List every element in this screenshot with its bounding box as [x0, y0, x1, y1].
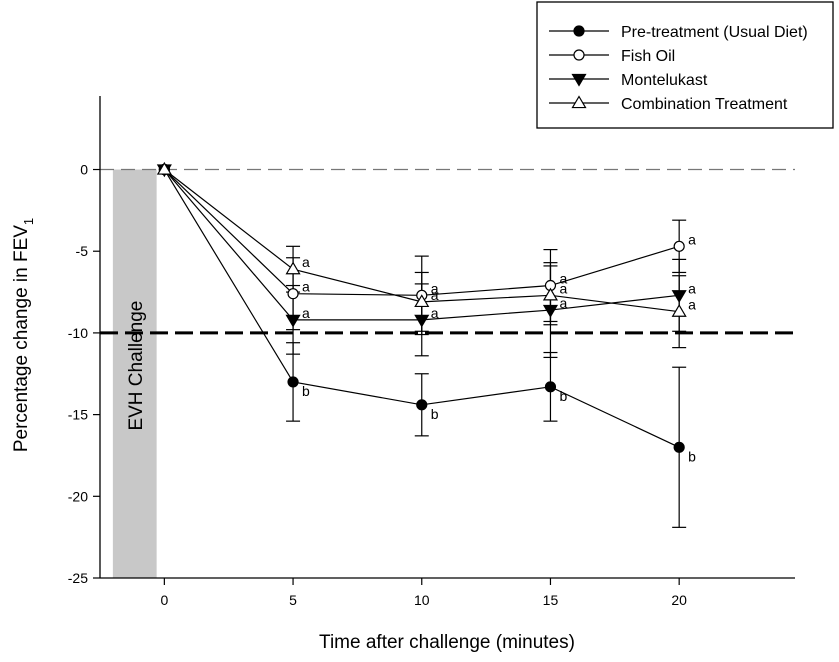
significance-letter-montelukast: a: [431, 305, 439, 321]
data-point-montelukast: [414, 314, 430, 328]
significance-letter-combination-treatment: a: [431, 287, 439, 303]
data-point-fish-oil: [673, 240, 685, 252]
significance-letter-montelukast: a: [302, 305, 310, 321]
x-axis-label: Time after challenge (minutes): [319, 632, 575, 653]
significance-letter-pre-treatment-usual-diet: b: [431, 406, 439, 422]
legend-label-montelukast: Montelukast: [621, 72, 708, 89]
data-point-combination-treatment: [285, 261, 301, 275]
x-tick-label: 10: [414, 592, 430, 608]
data-point-montelukast: [542, 304, 559, 318]
significance-letter-fish-oil: a: [431, 280, 439, 296]
significance-letter-pre-treatment-usual-diet: b: [559, 388, 567, 404]
data-point-combination-treatment: [414, 294, 430, 308]
y-tick-label: -15: [68, 407, 88, 423]
y-tick-label: -5: [76, 243, 89, 259]
significance-letter-pre-treatment-usual-diet: b: [302, 383, 310, 399]
significance-letter-fish-oil: a: [688, 231, 696, 247]
significance-letter-fish-oil: a: [302, 279, 310, 295]
significance-letter-montelukast: a: [688, 280, 696, 296]
y-tick-label: -25: [68, 570, 88, 586]
legend-marker-fish-oil: [573, 49, 585, 61]
evh-challenge-label: EVH Challenge: [126, 301, 147, 431]
data-point-combination-treatment: [671, 303, 687, 317]
y-tick-label: -10: [68, 325, 88, 341]
y-axis-label-main: Percentage change in FEV: [11, 225, 32, 452]
legend-box: [536, 1, 834, 129]
y-axis-label: Percentage change in FEV1: [11, 218, 36, 452]
data-point-combination-treatment: [156, 161, 172, 175]
data-point-pre-treatment-usual-diet: [287, 376, 299, 388]
legend-label-combination-treatment: Combination Treatment: [621, 96, 788, 113]
evh-challenge-band: [112, 169, 157, 578]
legend-label-fish-oil: Fish Oil: [621, 48, 675, 65]
y-tick-label: -20: [68, 488, 88, 504]
x-tick-label: 15: [543, 592, 559, 608]
significance-letter-combination-treatment: a: [559, 280, 567, 296]
significance-letter-montelukast: a: [559, 295, 567, 311]
x-tick-label: 20: [671, 592, 687, 608]
significance-letter-fish-oil: a: [559, 271, 567, 287]
x-tick-label: 0: [160, 592, 168, 608]
legend-label-pre-treatment-usual-diet: Pre-treatment (Usual Diet): [621, 24, 808, 41]
x-tick-label: 5: [289, 592, 297, 608]
y-tick-label: 0: [80, 162, 88, 178]
data-point-montelukast: [671, 290, 687, 304]
data-point-pre-treatment-usual-diet: [673, 441, 685, 453]
data-point-pre-treatment-usual-diet: [544, 381, 557, 393]
legend-marker-montelukast: [571, 73, 587, 87]
data-point-combination-treatment: [542, 287, 559, 301]
y-axis-label-subscript: 1: [21, 218, 36, 225]
significance-letter-combination-treatment: a: [302, 254, 310, 270]
data-point-montelukast: [285, 314, 301, 328]
data-point-fish-oil: [287, 288, 299, 300]
significance-letter-pre-treatment-usual-diet: b: [688, 448, 696, 464]
significance-letter-combination-treatment: a: [688, 297, 696, 313]
data-point-pre-treatment-usual-diet: [416, 399, 428, 411]
legend-marker-combination-treatment: [571, 95, 587, 109]
legend-marker-pre-treatment-usual-diet: [573, 25, 585, 37]
